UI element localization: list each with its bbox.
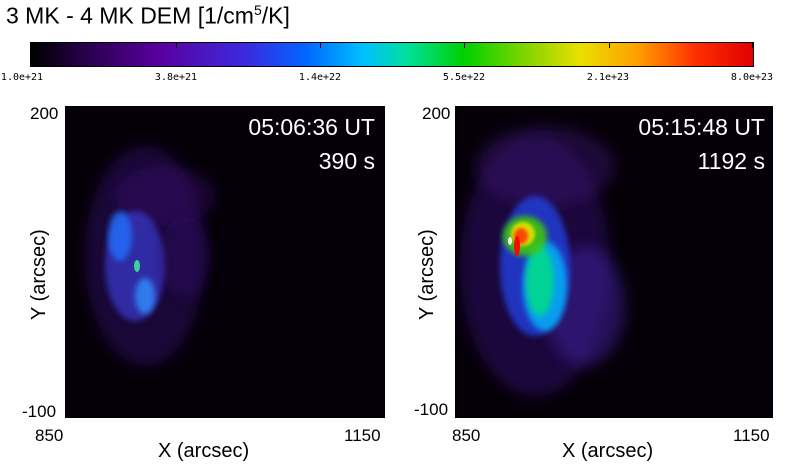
colorbar-tick [609, 43, 610, 48]
y-tick-bottom-left: -100 [22, 402, 57, 421]
x-axis-title-right: X (arcsec) [562, 440, 654, 462]
y-tick-top-right: 200 [422, 104, 451, 123]
x-tick-left-left: 850 [35, 426, 64, 445]
title-superscript: 5 [253, 2, 262, 18]
colorbar-label: 1.4e+22 [298, 72, 342, 83]
colorbar-label: 1.0e+21 [0, 72, 44, 83]
elapsed-label-right: 1192 s [697, 148, 765, 174]
colorbar-tick [464, 43, 465, 48]
dem-map-image-right [460, 126, 625, 396]
time-label-right: 05:15:48 UT [638, 114, 765, 140]
colorbar [30, 42, 754, 67]
colorbar-tick [752, 43, 753, 48]
title-suffix: /K] [261, 2, 290, 29]
y-axis-title-left: Y (arcsec) [28, 229, 50, 320]
title-prefix: 3 MK - 4 MK DEM [1/cm [6, 2, 254, 29]
colorbar-label: 5.5e+22 [442, 72, 486, 83]
dem-map-panel-right [455, 106, 773, 418]
x-tick-right-left: 1150 [344, 426, 381, 445]
x-tick-right-right: 1150 [733, 426, 770, 445]
x-axis-title-left: X (arcsec) [158, 440, 250, 462]
figure-title: 3 MK - 4 MK DEM [1/cm5/K] [6, 2, 290, 30]
y-tick-top-left: 200 [30, 104, 59, 123]
y-tick-bottom-right: -100 [414, 400, 449, 419]
x-tick-left-right: 850 [452, 426, 481, 445]
y-axis-title-right: Y (arcsec) [416, 229, 438, 320]
elapsed-label-left: 390 s [318, 148, 375, 174]
colorbar-label: 2.1e+23 [586, 72, 630, 83]
time-label-left: 05:06:36 UT [248, 114, 375, 140]
colorbar-label: 8.0e+23 [730, 72, 774, 83]
dem-map-image-left [85, 146, 215, 366]
colorbar-tick [176, 43, 177, 48]
colorbar-tick [31, 43, 32, 48]
dem-map-panel-left [65, 106, 385, 418]
colorbar-tick [320, 43, 321, 48]
colorbar-label: 3.8e+21 [154, 72, 198, 83]
